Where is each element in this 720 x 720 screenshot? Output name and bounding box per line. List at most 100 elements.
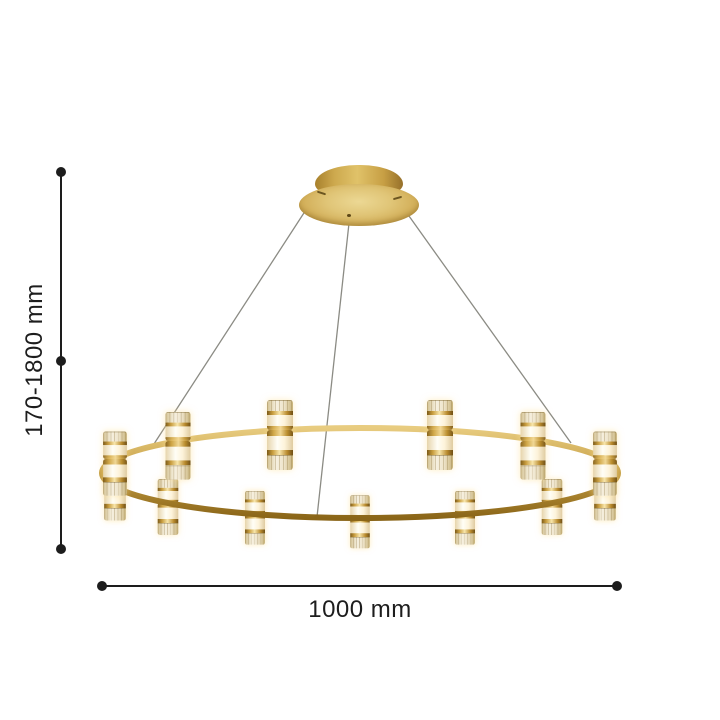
lamp-band-segment bbox=[244, 499, 266, 503]
suspension-cable-right bbox=[398, 201, 572, 444]
height-dimension-bottom-dot bbox=[56, 544, 66, 554]
lamp-white-segment bbox=[103, 464, 127, 478]
lamp-white-segment bbox=[520, 446, 546, 461]
lamp-band-segment bbox=[520, 422, 546, 427]
lamp-white-segment bbox=[244, 518, 266, 530]
lamp-glass-segment bbox=[165, 411, 191, 423]
lamp-glass-segment bbox=[594, 507, 616, 521]
lamp-upper-cylinder bbox=[165, 411, 191, 441]
lamp-white-segment bbox=[454, 518, 476, 530]
lamp-station bbox=[593, 431, 617, 496]
lamp-white-segment bbox=[541, 507, 563, 519]
lamp-band-segment bbox=[157, 518, 179, 523]
lamp-band-segment bbox=[454, 499, 476, 503]
lamp-band-segment bbox=[350, 503, 370, 507]
lamp-glass-segment bbox=[103, 481, 127, 496]
height-dimension-top-dot bbox=[56, 167, 66, 177]
lamp-lower-cylinder bbox=[427, 430, 453, 470]
lamp-mount-segment bbox=[593, 455, 617, 459]
lamp-glass-segment bbox=[157, 522, 179, 535]
width-dimension-right-dot bbox=[612, 581, 622, 591]
lamp-band-segment bbox=[104, 503, 126, 508]
lamp-glass-segment bbox=[541, 479, 563, 489]
lamp-station bbox=[427, 400, 453, 470]
lamp-mount-segment bbox=[593, 459, 617, 465]
lamp-band-segment bbox=[157, 488, 179, 491]
lamp-glass-segment bbox=[520, 411, 546, 423]
lamp-glass-segment bbox=[454, 490, 476, 500]
lamp-mount-segment bbox=[103, 459, 127, 465]
width-dimension-left-dot bbox=[97, 581, 107, 591]
lamp-glass-segment bbox=[104, 507, 126, 521]
lamp-white-segment bbox=[165, 446, 191, 461]
lamp-glass-segment bbox=[244, 490, 266, 500]
lamp-glass-segment bbox=[520, 465, 546, 480]
lamp-glass-segment bbox=[541, 522, 563, 535]
lamp-lower-cylinder bbox=[267, 430, 293, 470]
lamp-station bbox=[103, 431, 127, 496]
lamp-lower-cylinder bbox=[165, 441, 191, 480]
lamp-glass-segment bbox=[427, 400, 453, 412]
lamp-mount-segment bbox=[165, 436, 191, 441]
suspension-cable-center bbox=[316, 213, 351, 518]
lamp-band-segment bbox=[594, 503, 616, 508]
lamp-white-segment bbox=[454, 502, 476, 511]
lamp-band-segment bbox=[244, 529, 266, 534]
lamp-upper-cylinder bbox=[427, 400, 453, 430]
lamp-band-segment bbox=[103, 477, 127, 482]
lamp-white-segment bbox=[157, 507, 179, 519]
lamp-band-segment bbox=[593, 477, 617, 482]
height-dimension-label: 170-1800 mm bbox=[21, 283, 48, 437]
lamp-mount-segment bbox=[103, 455, 127, 459]
lamp-band-segment bbox=[520, 460, 546, 466]
lamp-upper-cylinder bbox=[593, 431, 617, 459]
lamp-band-segment bbox=[593, 441, 617, 446]
lamp-upper-cylinder bbox=[520, 411, 546, 441]
lamp-glass-segment bbox=[350, 536, 370, 549]
center-cable-connector bbox=[314, 514, 320, 520]
lamp-glass-segment bbox=[165, 465, 191, 480]
lamp-lower-cylinder bbox=[593, 459, 617, 496]
lamp-white-segment bbox=[593, 445, 617, 456]
lamp-lower-cylinder bbox=[103, 459, 127, 496]
lamp-white-segment bbox=[541, 490, 563, 500]
lamp-band-segment bbox=[165, 460, 191, 466]
width-dimension-line bbox=[102, 585, 617, 587]
lamp-mount-segment bbox=[427, 430, 453, 436]
lamp-band-segment bbox=[267, 411, 293, 415]
lamp-band-segment bbox=[267, 449, 293, 455]
lamp-mount-segment bbox=[165, 441, 191, 447]
lamp-white-segment bbox=[244, 502, 266, 511]
lamp-white-segment bbox=[520, 426, 546, 437]
lamp-station bbox=[520, 411, 546, 480]
lamp-mount-segment bbox=[520, 441, 546, 447]
lamp-glass-segment bbox=[244, 533, 266, 545]
lamp-mount-segment bbox=[267, 430, 293, 436]
lamp-glass-segment bbox=[157, 479, 179, 489]
lamp-station bbox=[267, 400, 293, 470]
lamp-glass-segment bbox=[103, 431, 127, 442]
lamp-mount-segment bbox=[520, 436, 546, 441]
lamp-band-segment bbox=[427, 411, 453, 415]
lamp-white-segment bbox=[165, 426, 191, 437]
lamp-white-segment bbox=[350, 522, 370, 534]
lamp-mount-segment bbox=[267, 425, 293, 430]
lamp-band-segment bbox=[350, 533, 370, 537]
lamp-white-segment bbox=[267, 435, 293, 450]
suspension-cable-left bbox=[151, 198, 314, 448]
lamp-band-segment bbox=[541, 488, 563, 491]
lamp-glass-segment bbox=[267, 400, 293, 412]
lamp-band-segment bbox=[103, 441, 127, 446]
width-dimension-label: 1000 mm bbox=[308, 596, 412, 623]
lamp-glass-segment bbox=[350, 495, 370, 504]
lamp-station bbox=[165, 411, 191, 480]
lamp-white-segment bbox=[427, 435, 453, 450]
height-dimension-mid-dot bbox=[56, 356, 66, 366]
lamp-white-segment bbox=[593, 464, 617, 478]
lamp-mount-segment bbox=[427, 425, 453, 430]
lamp-band-segment bbox=[541, 518, 563, 523]
